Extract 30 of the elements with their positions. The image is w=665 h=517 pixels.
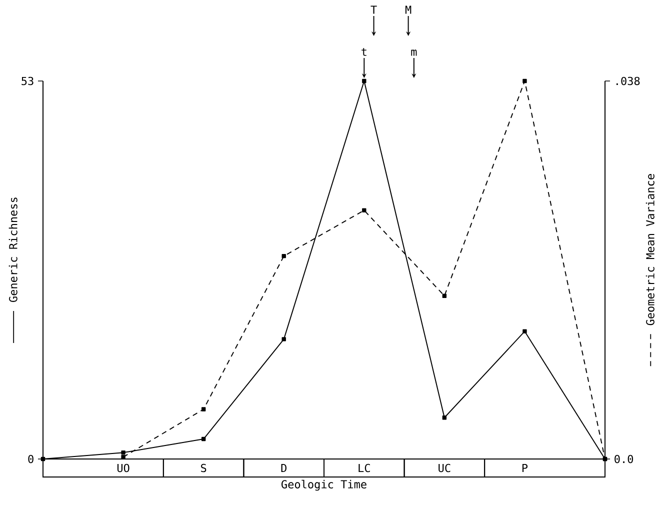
x-tick-label: LC [358, 464, 370, 472]
text: M [405, 6, 412, 14]
y2-tick-label: .038 [616, 76, 640, 86]
point [201, 436, 206, 442]
point [522, 78, 527, 84]
y2-tick-label: 0.0 [614, 454, 634, 464]
x-tick-label: P [522, 464, 528, 472]
y-tick-label: 0 [28, 454, 34, 464]
y-tick-label: 53 [22, 76, 34, 86]
point [121, 450, 126, 455]
point [282, 337, 286, 342]
text: m [411, 50, 417, 56]
point [602, 456, 608, 462]
point [522, 329, 527, 334]
y2-axis-title: Geometric Mean Variance [646, 174, 654, 326]
x-tick-label: UC [438, 464, 450, 472]
x-tick-label: D [281, 464, 286, 472]
x-tick-label: S [201, 464, 206, 472]
point [362, 78, 366, 84]
annotation: t [362, 48, 366, 56]
point [282, 254, 286, 258]
y-axis-title: Generic Richness [8, 198, 18, 302]
point [442, 416, 447, 420]
point [40, 456, 46, 462]
x-axis-title: Geologic Time [282, 480, 366, 491]
x-tick-label: UO [117, 464, 130, 472]
text: T [370, 6, 377, 14]
point [362, 208, 366, 212]
point [201, 407, 206, 412]
point [442, 294, 447, 298]
